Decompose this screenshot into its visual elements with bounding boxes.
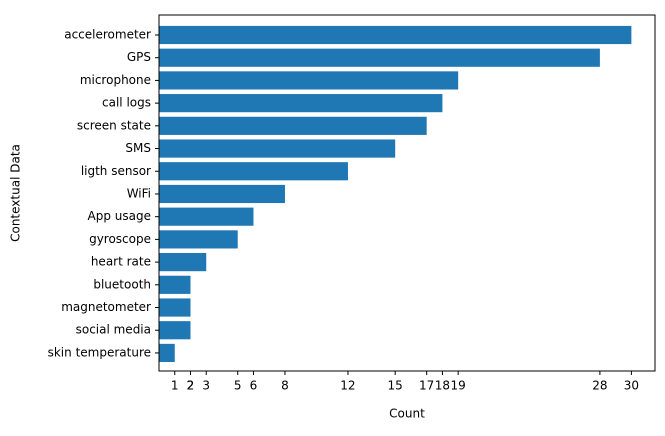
y-tick-label: social media xyxy=(76,323,151,337)
x-tick-label: 3 xyxy=(202,379,210,393)
x-tick-label: 17 xyxy=(419,379,434,393)
y-tick-label: heart rate xyxy=(91,255,151,269)
x-tick-label: 6 xyxy=(250,379,258,393)
bar xyxy=(159,162,348,181)
y-tick-label: accelerometer xyxy=(64,28,151,42)
y-tick-label: gyroscope xyxy=(89,232,151,246)
bar xyxy=(159,139,396,158)
x-tick-label: 5 xyxy=(234,379,242,393)
bar xyxy=(159,253,207,272)
y-tick-label: screen state xyxy=(77,118,151,132)
x-tick-label: 28 xyxy=(592,379,607,393)
y-tick-label: magnetometer xyxy=(61,300,151,314)
bar xyxy=(159,116,427,135)
bar xyxy=(159,275,191,294)
bar xyxy=(159,94,443,113)
x-tick-label: 2 xyxy=(187,379,195,393)
y-tick-label: call logs xyxy=(102,96,151,110)
x-tick-label: 19 xyxy=(451,379,466,393)
y-tick-label: SMS xyxy=(125,141,151,155)
y-tick-label: skin temperature xyxy=(48,345,151,359)
bar xyxy=(159,343,175,363)
x-tick-label: 30 xyxy=(624,379,639,393)
bar xyxy=(159,48,600,67)
y-tick-label: App usage xyxy=(88,209,151,223)
bar xyxy=(159,71,459,90)
y-tick-label: ligth sensor xyxy=(81,164,151,178)
x-tick-label: 18 xyxy=(435,379,450,393)
plot-frame xyxy=(158,14,656,372)
y-tick-label: WiFi xyxy=(127,186,151,200)
y-tick-label: microphone xyxy=(80,73,151,87)
x-tick-label: 2 xyxy=(187,379,195,393)
bar xyxy=(159,207,254,226)
x-tick-label: 12 xyxy=(340,379,355,393)
bar xyxy=(159,184,285,204)
x-tick-label: 15 xyxy=(388,379,403,393)
bar xyxy=(159,321,191,340)
y-tick-label: bluetooth xyxy=(93,277,151,291)
x-tick-label: 8 xyxy=(281,379,289,393)
bar xyxy=(159,230,238,249)
x-axis-label: Count xyxy=(389,407,425,421)
bar xyxy=(159,298,191,317)
y-tick-label: GPS xyxy=(127,50,151,64)
y-axis-label: Contextual Data xyxy=(9,144,23,242)
bar xyxy=(159,25,632,45)
x-tick-label: 2 xyxy=(187,379,195,393)
x-tick-label: 1 xyxy=(171,379,179,393)
